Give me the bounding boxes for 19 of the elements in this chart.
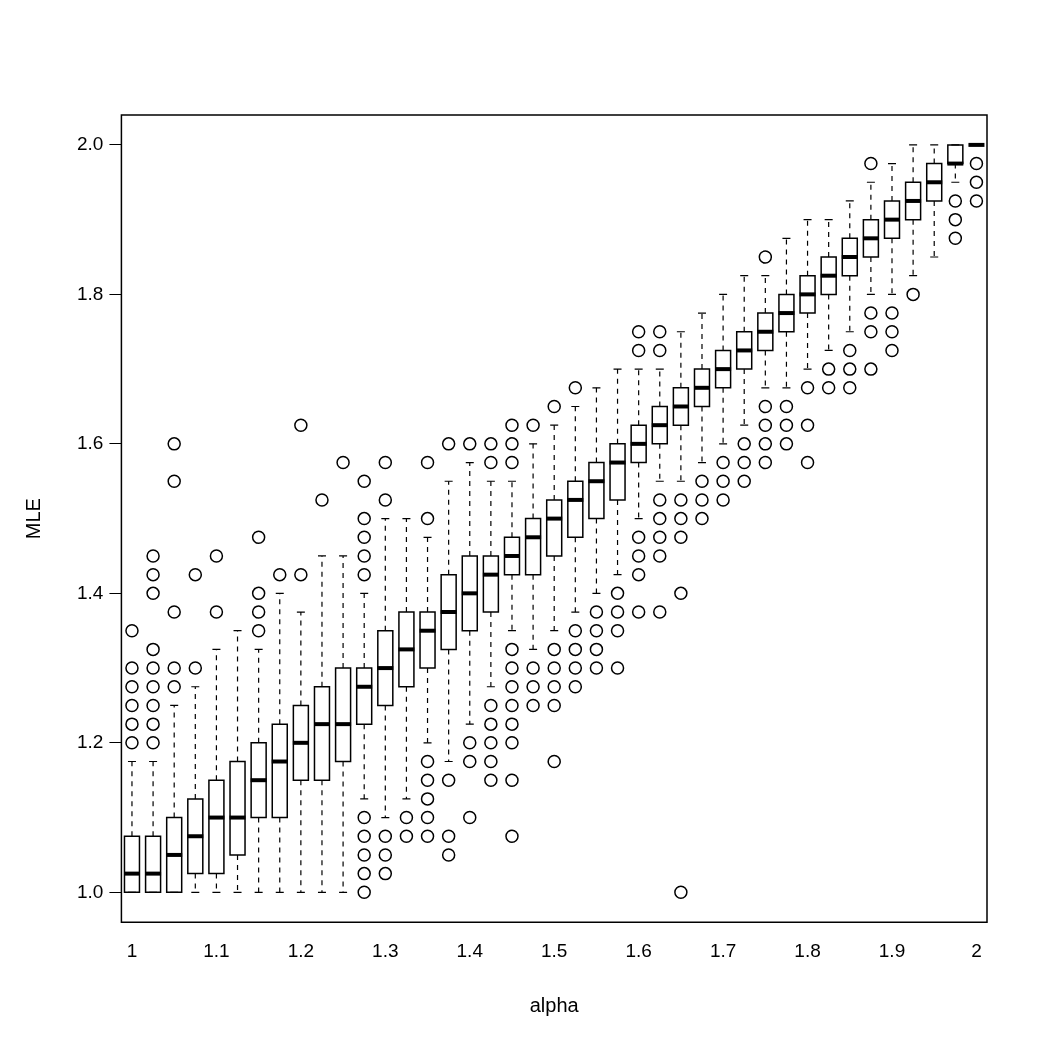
x-tick-label: 1.4 (456, 939, 484, 961)
x-tick-label: 1.1 (203, 939, 230, 961)
y-tick-label: 1.2 (76, 731, 104, 753)
x-tick-label: 1.5 (541, 939, 568, 961)
y-tick-label: 1.0 (76, 880, 104, 902)
x-tick-label: 1.3 (372, 939, 399, 961)
x-tick-label: 2 (971, 939, 982, 961)
x-tick-label: 1.8 (794, 939, 821, 961)
x-tick-label: 1 (126, 939, 138, 961)
y-axis-title: MLE (21, 498, 44, 540)
y-tick-label: 2.0 (76, 133, 104, 155)
x-tick-label: 1.7 (709, 939, 737, 961)
x-tick-label: 1.9 (878, 939, 906, 961)
x-tick-label: 1.6 (625, 939, 652, 961)
x-tick-label: 1.2 (287, 939, 315, 961)
x-axis-title: alpha (529, 993, 580, 1016)
y-tick-label: 1.6 (76, 432, 104, 454)
y-tick-label: 1.8 (76, 282, 104, 304)
y-tick-label: 1.4 (76, 581, 104, 603)
